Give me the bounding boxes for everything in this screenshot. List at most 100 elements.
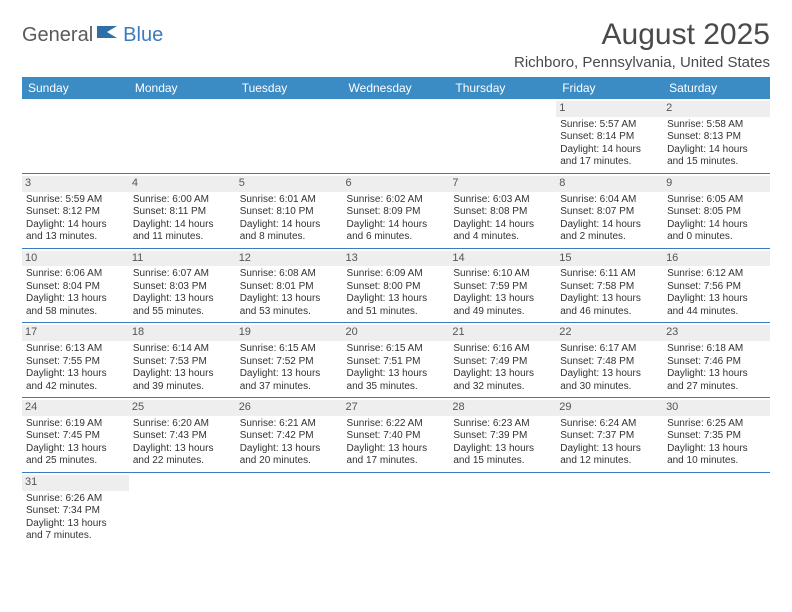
day-detail: Sunrise: 6:17 AM xyxy=(560,343,659,356)
calendar-day: 11Sunrise: 6:07 AMSunset: 8:03 PMDayligh… xyxy=(129,248,236,323)
day-detail: Sunset: 8:07 PM xyxy=(560,206,659,219)
day-detail: Daylight: 14 hours xyxy=(347,219,446,232)
day-number: 31 xyxy=(22,475,129,491)
day-detail: Sunset: 7:48 PM xyxy=(560,356,659,369)
day-detail: Sunset: 8:05 PM xyxy=(667,206,766,219)
day-number: 5 xyxy=(236,176,343,192)
day-detail: Sunset: 8:10 PM xyxy=(240,206,339,219)
day-detail: and 32 minutes. xyxy=(453,381,552,394)
day-number: 22 xyxy=(556,325,663,341)
calendar-week: 1Sunrise: 5:57 AMSunset: 8:14 PMDaylight… xyxy=(22,99,770,173)
day-detail: Sunrise: 6:16 AM xyxy=(453,343,552,356)
day-detail: Sunset: 7:58 PM xyxy=(560,281,659,294)
day-header: Tuesday xyxy=(236,77,343,99)
day-number: 12 xyxy=(236,251,343,267)
day-detail: Sunrise: 6:13 AM xyxy=(26,343,125,356)
day-detail: Daylight: 13 hours xyxy=(667,443,766,456)
calendar-day: 31Sunrise: 6:26 AMSunset: 7:34 PMDayligh… xyxy=(22,472,129,546)
day-detail: and 2 minutes. xyxy=(560,231,659,244)
day-number: 19 xyxy=(236,325,343,341)
calendar-day: 25Sunrise: 6:20 AMSunset: 7:43 PMDayligh… xyxy=(129,398,236,473)
calendar-day: 23Sunrise: 6:18 AMSunset: 7:46 PMDayligh… xyxy=(663,323,770,398)
calendar-empty xyxy=(343,472,450,546)
day-detail: and 11 minutes. xyxy=(133,231,232,244)
day-header: Sunday xyxy=(22,77,129,99)
day-detail: Daylight: 13 hours xyxy=(133,368,232,381)
calendar-day: 17Sunrise: 6:13 AMSunset: 7:55 PMDayligh… xyxy=(22,323,129,398)
day-detail: and 27 minutes. xyxy=(667,381,766,394)
day-detail: Sunset: 8:14 PM xyxy=(560,131,659,144)
day-header: Thursday xyxy=(449,77,556,99)
day-detail: and 49 minutes. xyxy=(453,306,552,319)
calendar-table: SundayMondayTuesdayWednesdayThursdayFrid… xyxy=(22,77,770,547)
day-number: 17 xyxy=(22,325,129,341)
day-detail: and 7 minutes. xyxy=(26,530,125,543)
day-detail: Daylight: 13 hours xyxy=(347,443,446,456)
day-detail: Daylight: 14 hours xyxy=(667,219,766,232)
calendar-day: 14Sunrise: 6:10 AMSunset: 7:59 PMDayligh… xyxy=(449,248,556,323)
day-number: 27 xyxy=(343,400,450,416)
day-detail: and 55 minutes. xyxy=(133,306,232,319)
day-detail: Daylight: 13 hours xyxy=(26,443,125,456)
day-number: 28 xyxy=(449,400,556,416)
calendar-empty xyxy=(22,99,129,173)
flag-icon xyxy=(97,24,119,45)
day-detail: and 10 minutes. xyxy=(667,455,766,468)
calendar-empty xyxy=(556,472,663,546)
calendar-day: 28Sunrise: 6:23 AMSunset: 7:39 PMDayligh… xyxy=(449,398,556,473)
day-number: 3 xyxy=(22,176,129,192)
calendar-week: 17Sunrise: 6:13 AMSunset: 7:55 PMDayligh… xyxy=(22,323,770,398)
logo-text-blue: Blue xyxy=(123,24,163,47)
day-number: 7 xyxy=(449,176,556,192)
day-number: 10 xyxy=(22,251,129,267)
calendar-empty xyxy=(663,472,770,546)
calendar-day: 30Sunrise: 6:25 AMSunset: 7:35 PMDayligh… xyxy=(663,398,770,473)
day-detail: Sunrise: 5:59 AM xyxy=(26,194,125,207)
day-detail: Daylight: 13 hours xyxy=(453,368,552,381)
day-detail: Sunrise: 6:00 AM xyxy=(133,194,232,207)
day-detail: Daylight: 13 hours xyxy=(133,293,232,306)
calendar-empty xyxy=(449,472,556,546)
day-detail: and 37 minutes. xyxy=(240,381,339,394)
day-detail: Daylight: 13 hours xyxy=(240,293,339,306)
calendar-day: 22Sunrise: 6:17 AMSunset: 7:48 PMDayligh… xyxy=(556,323,663,398)
day-detail: Sunrise: 6:15 AM xyxy=(240,343,339,356)
day-detail: Sunset: 8:01 PM xyxy=(240,281,339,294)
day-number: 29 xyxy=(556,400,663,416)
calendar-day: 1Sunrise: 5:57 AMSunset: 8:14 PMDaylight… xyxy=(556,99,663,173)
day-detail: Sunset: 7:39 PM xyxy=(453,430,552,443)
day-header: Wednesday xyxy=(343,77,450,99)
day-detail: Sunrise: 6:15 AM xyxy=(347,343,446,356)
day-detail: Sunrise: 6:07 AM xyxy=(133,268,232,281)
day-detail: Sunrise: 6:08 AM xyxy=(240,268,339,281)
calendar-day: 2Sunrise: 5:58 AMSunset: 8:13 PMDaylight… xyxy=(663,99,770,173)
day-detail: and 0 minutes. xyxy=(667,231,766,244)
calendar-empty xyxy=(236,472,343,546)
day-detail: and 44 minutes. xyxy=(667,306,766,319)
day-number: 13 xyxy=(343,251,450,267)
calendar-week: 3Sunrise: 5:59 AMSunset: 8:12 PMDaylight… xyxy=(22,173,770,248)
day-number: 2 xyxy=(663,101,770,117)
calendar-day: 18Sunrise: 6:14 AMSunset: 7:53 PMDayligh… xyxy=(129,323,236,398)
day-detail: and 20 minutes. xyxy=(240,455,339,468)
day-detail: Sunset: 7:35 PM xyxy=(667,430,766,443)
day-number: 6 xyxy=(343,176,450,192)
day-detail: and 35 minutes. xyxy=(347,381,446,394)
day-detail: Sunset: 7:42 PM xyxy=(240,430,339,443)
day-detail: Sunrise: 6:24 AM xyxy=(560,418,659,431)
day-detail: Sunset: 7:37 PM xyxy=(560,430,659,443)
day-detail: Sunset: 8:11 PM xyxy=(133,206,232,219)
calendar-empty xyxy=(236,99,343,173)
title-block: August 2025 Richboro, Pennsylvania, Unit… xyxy=(514,18,770,71)
calendar-day: 24Sunrise: 6:19 AMSunset: 7:45 PMDayligh… xyxy=(22,398,129,473)
day-detail: Sunrise: 6:06 AM xyxy=(26,268,125,281)
day-detail: Daylight: 14 hours xyxy=(240,219,339,232)
calendar-week: 24Sunrise: 6:19 AMSunset: 7:45 PMDayligh… xyxy=(22,398,770,473)
calendar-body: 1Sunrise: 5:57 AMSunset: 8:14 PMDaylight… xyxy=(22,99,770,547)
calendar-day: 5Sunrise: 6:01 AMSunset: 8:10 PMDaylight… xyxy=(236,173,343,248)
day-detail: Sunrise: 6:25 AM xyxy=(667,418,766,431)
day-detail: and 12 minutes. xyxy=(560,455,659,468)
day-number: 24 xyxy=(22,400,129,416)
calendar-empty xyxy=(129,99,236,173)
day-detail: Sunrise: 6:19 AM xyxy=(26,418,125,431)
